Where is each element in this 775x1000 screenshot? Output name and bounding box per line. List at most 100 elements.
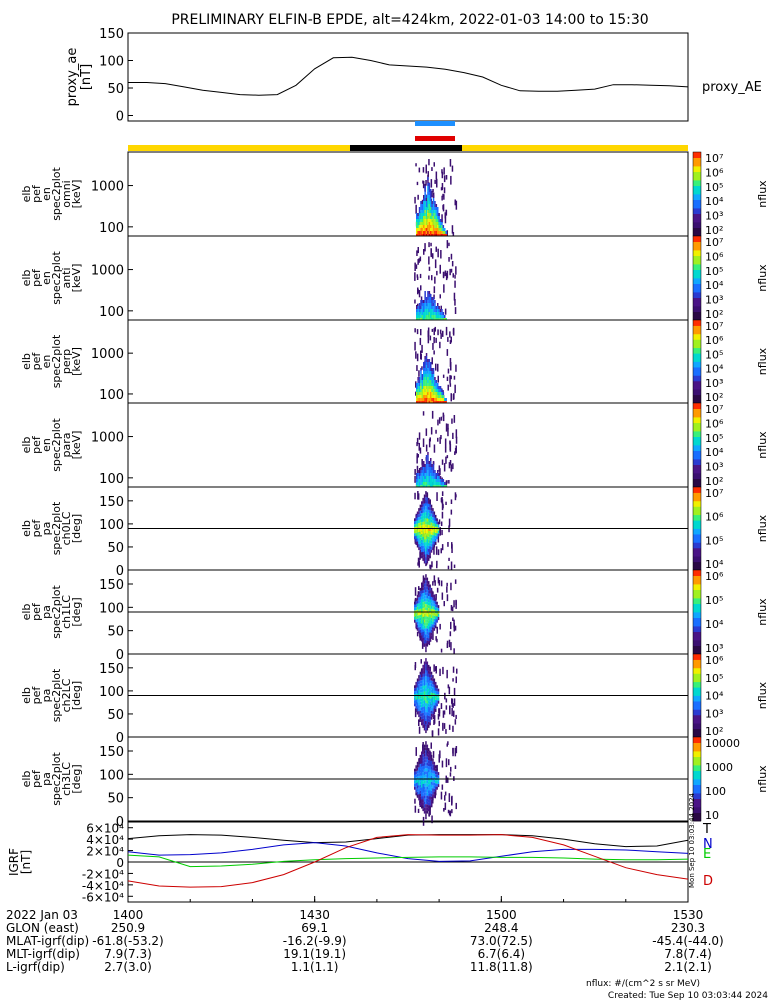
- spectro-ylabel: [deg]: [70, 597, 83, 626]
- spectro-cell: [415, 517, 417, 521]
- spectro-cell: [430, 763, 433, 767]
- spectro-cell: [436, 521, 438, 525]
- spectro-cell: [450, 766, 452, 772]
- spectro-cell: [432, 470, 435, 473]
- spectro-cell: [428, 638, 430, 642]
- colorbar-cell: [693, 422, 701, 426]
- spectro-cell: [428, 392, 431, 395]
- colorbar-cell: [693, 767, 701, 771]
- colorbar-cell: [693, 795, 701, 799]
- spectro-cell: [445, 456, 447, 464]
- spectro-cell: [414, 774, 416, 778]
- spectro-cell: [431, 297, 433, 300]
- spectro-cell: [440, 580, 443, 587]
- spectro-cell: [415, 789, 417, 793]
- colorbar-cell: [693, 364, 701, 368]
- spectro-cell: [427, 395, 429, 398]
- spectro-cell: [430, 686, 433, 690]
- spectro-cell: [453, 564, 456, 568]
- spectro-cell: [434, 326, 436, 332]
- spectro-cell: [445, 729, 447, 734]
- spectro-cell: [416, 690, 419, 694]
- spectro-cell: [431, 225, 433, 228]
- spectro-cell: [437, 231, 439, 234]
- spectro-cell: [420, 371, 422, 374]
- spectro-cell: [430, 781, 433, 785]
- spectro-cell: [436, 607, 438, 611]
- spectro-cell: [432, 467, 435, 470]
- spectro-cell: [416, 276, 419, 280]
- spectro-cell: [425, 634, 427, 638]
- xaxis-row-value: 7.8(7.4): [664, 947, 712, 961]
- spectro-cell: [425, 580, 427, 584]
- spectro-cell: [418, 788, 420, 792]
- spectro-cell: [416, 788, 419, 792]
- spectro-cell: [421, 459, 423, 465]
- spectro-cell: [426, 718, 429, 722]
- spectro-cell: [438, 465, 441, 472]
- spectro-cell: [414, 524, 416, 528]
- spectro-cell: [428, 805, 430, 809]
- spectro-frame: [127, 319, 689, 404]
- spectro-cell: [435, 395, 438, 398]
- spectro-cell: [430, 219, 432, 222]
- colorbar-cell: [693, 311, 701, 315]
- spectro-cell: [415, 687, 417, 691]
- spectro-cell: [428, 608, 430, 612]
- spectro-cell: [414, 601, 416, 605]
- spectro-cell: [438, 222, 440, 225]
- spectro-cell: [433, 764, 436, 768]
- spectro-cell: [431, 222, 433, 225]
- colorbar-cell: [693, 283, 701, 287]
- spectro-cell: [437, 386, 439, 389]
- spectro-cell: [450, 561, 453, 570]
- spectro-cell: [426, 750, 429, 754]
- spectro-cell: [429, 796, 431, 800]
- spectro-cell: [423, 380, 425, 383]
- spectro-cell: [432, 395, 435, 398]
- spectro-cell: [429, 513, 431, 517]
- spectro-cell: [432, 702, 434, 706]
- spectro-cell: [428, 398, 431, 401]
- spectro-cell: [421, 671, 423, 675]
- spectro-cell: [426, 753, 429, 757]
- spectro-cell: [434, 259, 437, 269]
- spectro-cell: [442, 392, 445, 395]
- spectro-cell: [419, 608, 422, 612]
- spectro-cell: [428, 242, 430, 248]
- spectro-cell: [425, 467, 428, 470]
- spectro-cell: [432, 479, 435, 482]
- spectro-cell: [448, 462, 451, 469]
- spectro-panel-en-perp: 1001000elbpefenspec2plotperp[keV]10²10³1…: [20, 319, 769, 404]
- spectro-cell: [420, 309, 422, 312]
- spectro-cell: [431, 216, 433, 219]
- spectro-cell: [447, 384, 449, 391]
- spectro-cell: [439, 395, 442, 398]
- spectro-cell: [431, 357, 433, 365]
- spectro-cell: [423, 303, 425, 306]
- spectro-cell: [425, 398, 428, 401]
- colorbar-cell: [693, 369, 701, 373]
- spectro-cell: [423, 759, 426, 763]
- spectro-cell: [423, 706, 426, 710]
- spectro-cell: [432, 764, 434, 768]
- spectro-cell: [432, 538, 434, 542]
- colorbar-tick-label: 10³: [705, 377, 723, 390]
- colorbar-cell: [693, 570, 701, 574]
- colorbar-cell: [693, 361, 701, 365]
- spectro-cell: [432, 297, 435, 300]
- spectro-cell: [454, 492, 457, 501]
- spectro-cell: [429, 549, 431, 553]
- spectro-cell: [430, 602, 433, 606]
- spectro-cell: [425, 607, 427, 611]
- colorbar-cell: [693, 695, 701, 699]
- spectro-cell: [441, 784, 444, 790]
- spectro-cell: [424, 398, 426, 401]
- spectro-cell: [432, 377, 435, 380]
- spectro-cell: [426, 628, 429, 632]
- spectro-cell: [415, 391, 417, 396]
- spectro-cell: [422, 411, 425, 416]
- spectro-cell: [429, 635, 431, 639]
- spectro-cell: [417, 470, 419, 473]
- spectro-cell: [432, 529, 434, 533]
